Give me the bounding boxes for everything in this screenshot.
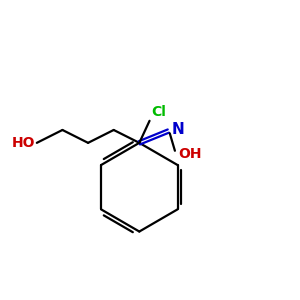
Text: OH: OH (178, 147, 202, 160)
Text: N: N (172, 122, 184, 137)
Text: HO: HO (12, 136, 35, 150)
Text: Cl: Cl (151, 105, 166, 119)
